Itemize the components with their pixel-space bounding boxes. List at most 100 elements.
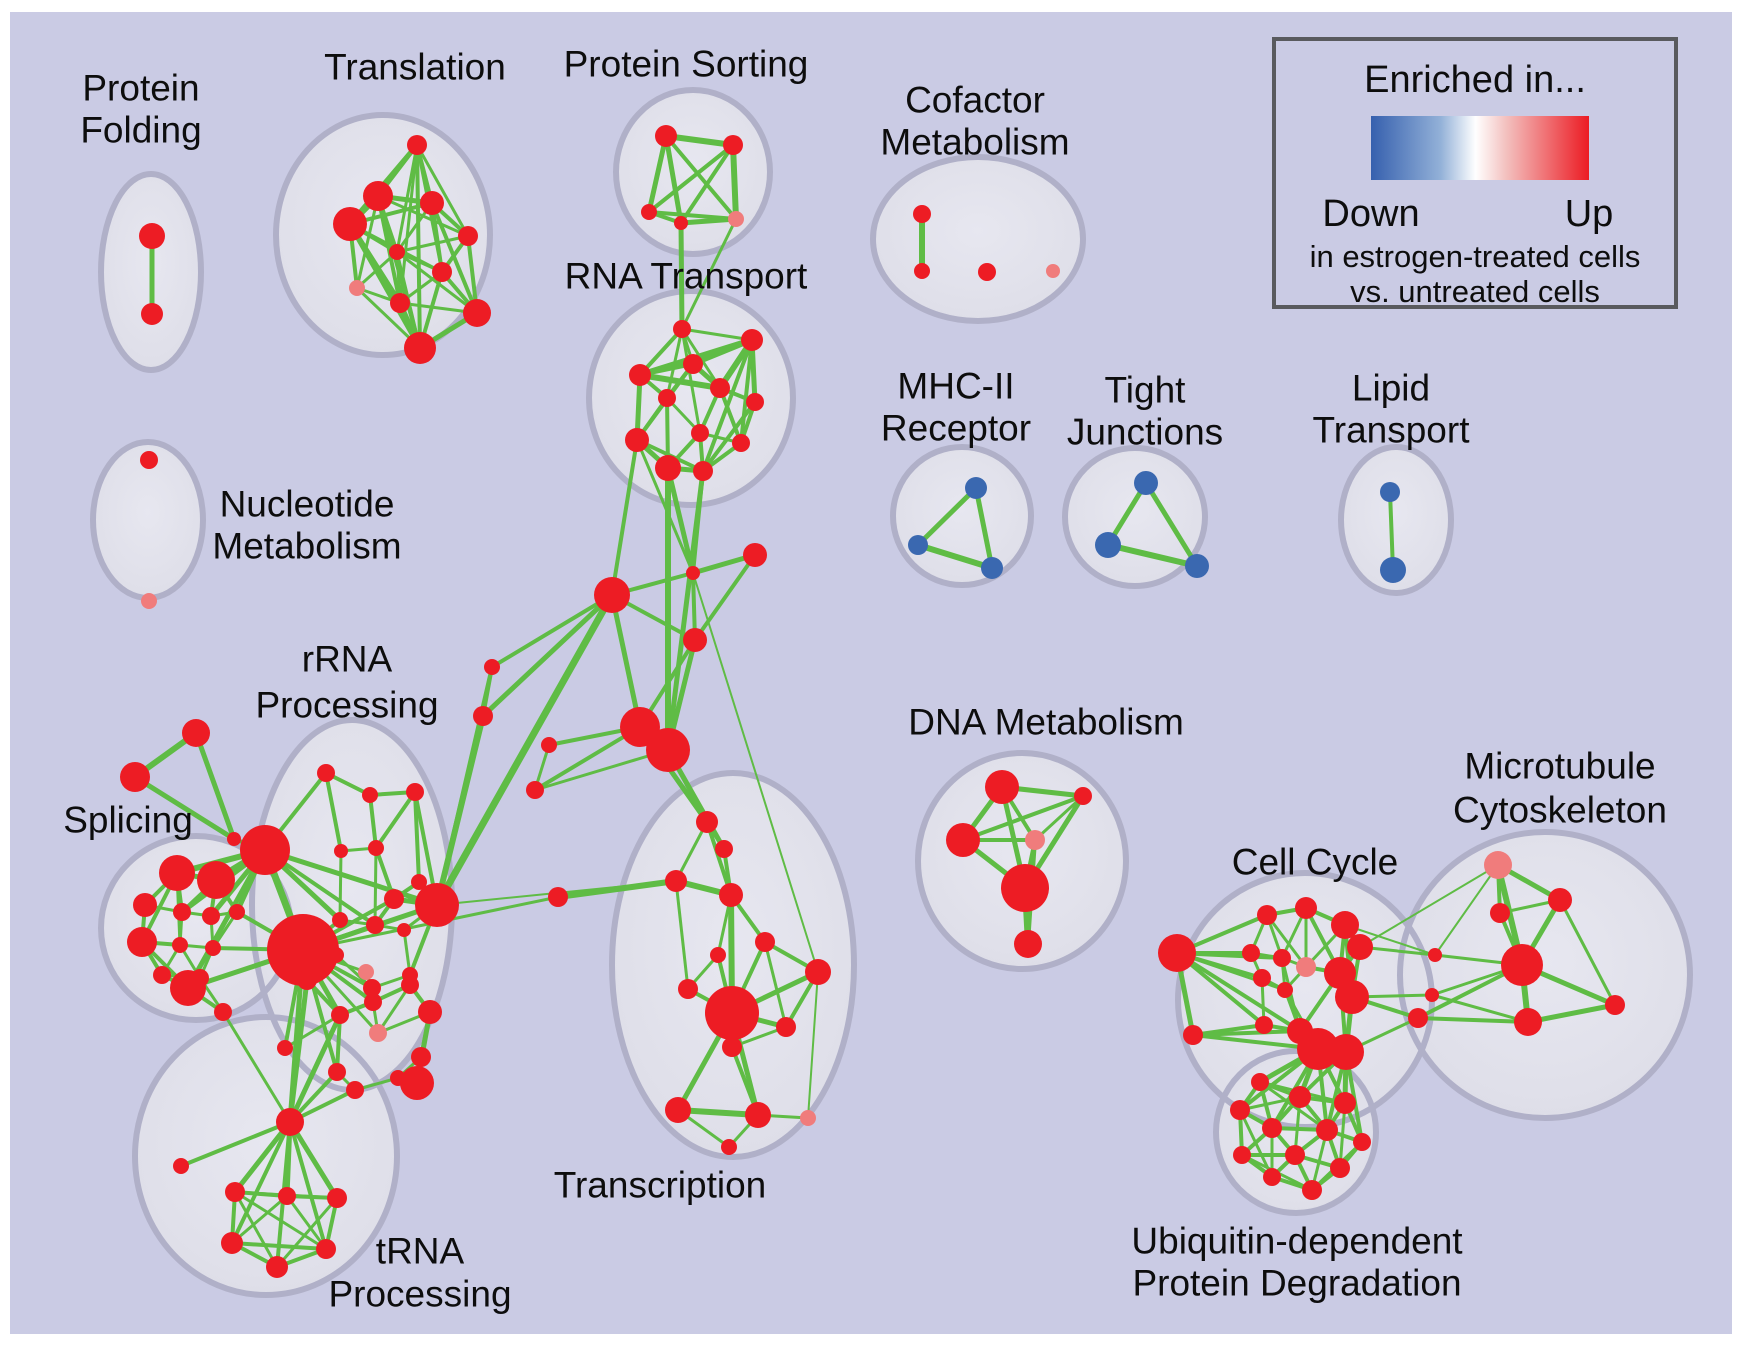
edge-q1-q5: [233, 1190, 328, 1251]
gene-set-node-c10: [722, 1037, 742, 1057]
gene-set-node-d1: [985, 770, 1019, 804]
edge-r3-r5: [374, 790, 417, 850]
gene-set-node-ub10: [1330, 1158, 1350, 1178]
gene-set-node-d3: [946, 823, 980, 857]
gene-set-node-rt11: [655, 455, 681, 481]
gene-set-node-q6: [266, 1256, 288, 1278]
gene-set-node-ps1: [655, 125, 677, 147]
gene-set-node-w3: [1408, 1008, 1428, 1028]
edge-rt2-rt10: [739, 338, 754, 445]
edge-q_hub-q_left: [179, 1120, 292, 1168]
gene-set-node-rt10: [732, 434, 750, 452]
edge-ps2-ps5: [730, 142, 739, 222]
edge-r2-r5: [368, 793, 378, 850]
gene-set-node-v1: [484, 659, 500, 675]
cluster-label-rna-transport-line1: RNA Transport: [565, 256, 808, 297]
gene-set-node-rt9: [625, 428, 649, 452]
edge-c11-c12: [675, 1107, 761, 1118]
edge-hub1-s12: [185, 847, 268, 991]
edge-v2-rbig: [434, 713, 486, 908]
gene-set-node-nm1: [140, 451, 158, 469]
gene-set-node-g1: [297, 970, 317, 990]
gene-set-node-ps5: [728, 211, 744, 227]
gene-set-node-x3: [227, 832, 241, 846]
gene-set-node-c4: [719, 883, 743, 907]
gene-set-node-rt1: [673, 320, 691, 338]
gene-set-node-k11: [1255, 1016, 1273, 1034]
edge-w1-k3: [1344, 924, 1436, 956]
gene-set-node-t7: [432, 262, 452, 282]
cluster-outline-mhc-ii-receptor: [890, 444, 1034, 588]
gene-set-node-ub3: [1334, 1092, 1356, 1114]
gene-set-node-t2: [363, 181, 393, 211]
cluster-splicing: [101, 836, 291, 1020]
gene-set-node-d5: [1001, 864, 1049, 912]
edge-q4-q5: [230, 1241, 328, 1251]
edge-ps5-rt1: [680, 217, 738, 331]
gene-set-node-g9: [346, 1081, 364, 1099]
gene-set-node-pf2: [141, 303, 163, 325]
edge-rt1-rt2: [680, 327, 754, 342]
cluster-label-cell-cycle-line1: Cell Cycle: [1232, 842, 1399, 883]
gene-set-node-t11: [404, 332, 436, 364]
gene-set-node-t4: [420, 191, 444, 215]
gene-set-node-o1: [1158, 934, 1196, 972]
gene-set-node-q4: [221, 1232, 243, 1254]
edge-ps1-ps2: [663, 133, 736, 148]
gene-set-node-c9: [776, 1017, 796, 1037]
gene-set-node-q_left: [173, 1158, 189, 1174]
gene-set-node-r5: [368, 840, 384, 856]
gene-set-node-w1: [1428, 948, 1442, 962]
gene-set-node-r12: [358, 964, 374, 980]
cluster-outline-cofactor-metabolism: [870, 154, 1086, 324]
edge-rt7-rt12: [701, 400, 757, 473]
edge-ps1-ps4: [663, 133, 684, 226]
edge-q2-q4: [230, 1194, 289, 1245]
gene-set-node-r3: [406, 783, 424, 801]
edge-up-k4: [1359, 864, 1499, 948]
gene-set-node-q3: [327, 1188, 347, 1208]
cluster-outline-rna-transport: [586, 288, 796, 508]
gene-set-node-chub: [705, 986, 759, 1040]
edge-h3-h5: [693, 553, 757, 642]
gene-set-node-ub6: [1316, 1119, 1338, 1141]
gene-set-node-s3: [133, 893, 157, 917]
edge-ps4-ps5: [678, 216, 739, 226]
edge-t1-t5: [415, 143, 470, 238]
gene-set-node-k1: [1257, 905, 1277, 925]
gene-set-node-r6: [384, 889, 404, 909]
edge-t6-t8: [355, 250, 399, 290]
cluster-label-microtubule-cytoskeleton-line2: Cytoskeleton: [1453, 790, 1667, 831]
cluster-outline-trna-processing: [132, 1014, 400, 1298]
cluster-label-trna-processing-line2: Processing: [328, 1274, 511, 1315]
gene-set-node-ps4: [674, 216, 688, 230]
gene-set-node-ub8: [1233, 1146, 1251, 1164]
gene-set-node-t6: [389, 244, 405, 260]
gene-set-node-c2: [715, 840, 733, 858]
gene-set-node-c14: [721, 1139, 737, 1155]
edge-m2-m3: [915, 542, 995, 571]
cluster-label-dna-metabolism-line1: DNA Metabolism: [908, 702, 1184, 743]
gene-set-node-t5: [458, 226, 478, 246]
cluster-outline-transcription: [609, 770, 857, 1160]
gene-set-node-kbig2: [1328, 1034, 1364, 1070]
gene-set-node-s2: [197, 861, 235, 899]
gene-set-node-t9: [390, 293, 410, 313]
gene-set-node-rgiant: [267, 914, 339, 986]
cluster-label-rrna-processing-line2: Processing: [255, 685, 438, 726]
gene-set-node-p1: [620, 707, 660, 747]
cluster-label-cofactor-metabolism-line1: Cofactor: [905, 80, 1045, 121]
cluster-label-translation-line1: Translation: [324, 47, 506, 88]
edge-v4-p2: [533, 748, 670, 792]
edge-d2-d3: [961, 794, 1085, 842]
cluster-cell-cycle: [1178, 873, 1432, 1127]
gene-set-node-ub5: [1262, 1118, 1282, 1138]
gene-set-node-w2: [1425, 988, 1439, 1002]
gene-set-node-h3: [743, 543, 767, 567]
gene-set-node-r8: [332, 912, 348, 928]
edge-o2-k12: [1191, 1029, 1302, 1037]
cluster-label-nucleotide-metabolism-line2: Metabolism: [212, 526, 401, 567]
gene-set-node-ub7: [1353, 1133, 1371, 1151]
gene-set-node-r10: [397, 923, 411, 937]
